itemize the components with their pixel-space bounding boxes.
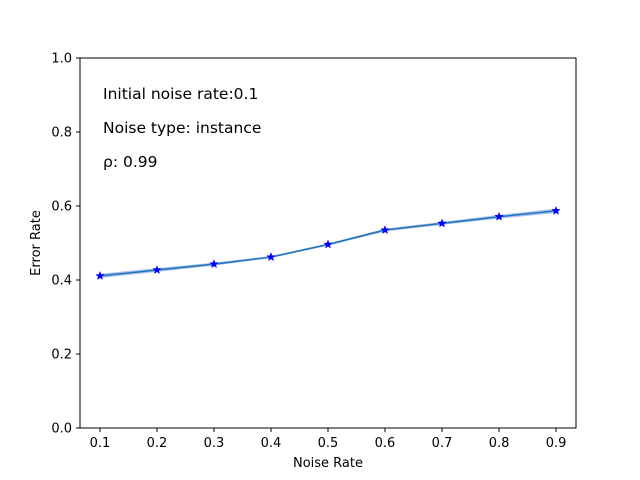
y-tick-label: 0.0 bbox=[51, 422, 72, 437]
y-axis-label: Error Rate bbox=[29, 210, 44, 276]
data-point-star-marker bbox=[323, 239, 333, 249]
x-tick-label: 0.7 bbox=[432, 436, 453, 451]
x-tick-label: 0.2 bbox=[147, 436, 168, 451]
annotation-initial-noise-rate: Initial noise rate:0.1 bbox=[103, 85, 258, 103]
x-axis-label: Noise Rate bbox=[293, 456, 363, 471]
data-point-star-marker bbox=[437, 218, 447, 228]
y-tick-label: 0.8 bbox=[51, 126, 72, 141]
x-tick-label: 0.6 bbox=[375, 436, 396, 451]
series-marker-layer bbox=[95, 205, 561, 280]
x-tick-label: 0.3 bbox=[204, 436, 225, 451]
x-tick-label: 0.1 bbox=[90, 436, 111, 451]
data-point-star-marker bbox=[494, 211, 504, 221]
y-tick-label: 1.0 bbox=[51, 52, 72, 67]
y-axis: 0.0 0.2 0.4 0.6 0.8 1.0 bbox=[51, 52, 80, 437]
y-tick-label: 0.2 bbox=[51, 348, 72, 363]
x-tick-label: 0.5 bbox=[318, 436, 339, 451]
plot-area bbox=[79, 57, 577, 429]
data-point-star-marker bbox=[152, 264, 162, 275]
data-point-star-marker bbox=[266, 252, 276, 262]
x-tick-label: 0.9 bbox=[546, 436, 567, 451]
y-tick-label: 0.4 bbox=[51, 274, 72, 289]
x-tick-label: 0.4 bbox=[261, 436, 282, 451]
annotation-rho: ρ: 0.99 bbox=[103, 153, 158, 171]
annotation-noise-type: Noise type: instance bbox=[103, 119, 261, 137]
y-tick-label: 0.6 bbox=[51, 200, 72, 215]
x-axis: 0.1 0.2 0.3 0.4 0.5 0.6 0.7 0.8 0.9 bbox=[90, 428, 567, 451]
data-point-star-marker bbox=[95, 270, 105, 280]
x-tick-label: 0.8 bbox=[489, 436, 510, 451]
data-point-star-marker bbox=[209, 259, 219, 269]
data-point-star-marker bbox=[380, 225, 390, 235]
data-point-star-marker bbox=[551, 205, 561, 215]
